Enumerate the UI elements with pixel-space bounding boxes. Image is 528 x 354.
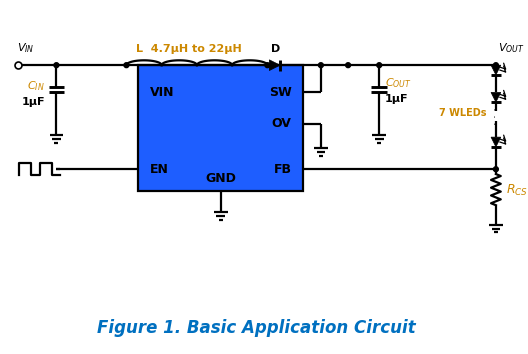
Bar bbox=[138, 65, 304, 190]
Text: Figure 1. Basic Application Circuit: Figure 1. Basic Application Circuit bbox=[97, 319, 416, 337]
Text: $C_{IN}$: $C_{IN}$ bbox=[27, 80, 45, 93]
Text: OV: OV bbox=[272, 117, 291, 130]
Circle shape bbox=[346, 63, 351, 68]
Text: $V_{OUT}$: $V_{OUT}$ bbox=[498, 42, 524, 56]
Circle shape bbox=[265, 63, 270, 68]
Circle shape bbox=[318, 63, 323, 68]
Polygon shape bbox=[491, 137, 501, 147]
Text: 7 WLEDs: 7 WLEDs bbox=[439, 108, 486, 118]
Circle shape bbox=[494, 63, 498, 68]
Circle shape bbox=[124, 63, 129, 68]
Circle shape bbox=[54, 63, 59, 68]
Text: L  4.7μH to 22μH: L 4.7μH to 22μH bbox=[136, 44, 242, 53]
Text: SW: SW bbox=[269, 86, 291, 99]
Text: D: D bbox=[270, 44, 280, 53]
Text: EN: EN bbox=[150, 163, 168, 176]
Text: $V_{IN}$: $V_{IN}$ bbox=[16, 42, 34, 56]
Text: · · ·: · · · bbox=[491, 107, 501, 125]
Circle shape bbox=[494, 167, 498, 172]
Text: $R_{CS}$: $R_{CS}$ bbox=[506, 183, 527, 198]
Circle shape bbox=[377, 63, 382, 68]
Text: 1μF: 1μF bbox=[21, 97, 45, 107]
Text: $C_{OUT}$: $C_{OUT}$ bbox=[385, 76, 412, 90]
Polygon shape bbox=[491, 65, 501, 75]
Text: GND: GND bbox=[205, 172, 236, 185]
Text: FB: FB bbox=[274, 163, 291, 176]
Polygon shape bbox=[491, 92, 501, 102]
Polygon shape bbox=[269, 60, 280, 70]
Text: 1μF: 1μF bbox=[385, 94, 409, 104]
Text: VIN: VIN bbox=[150, 86, 174, 99]
